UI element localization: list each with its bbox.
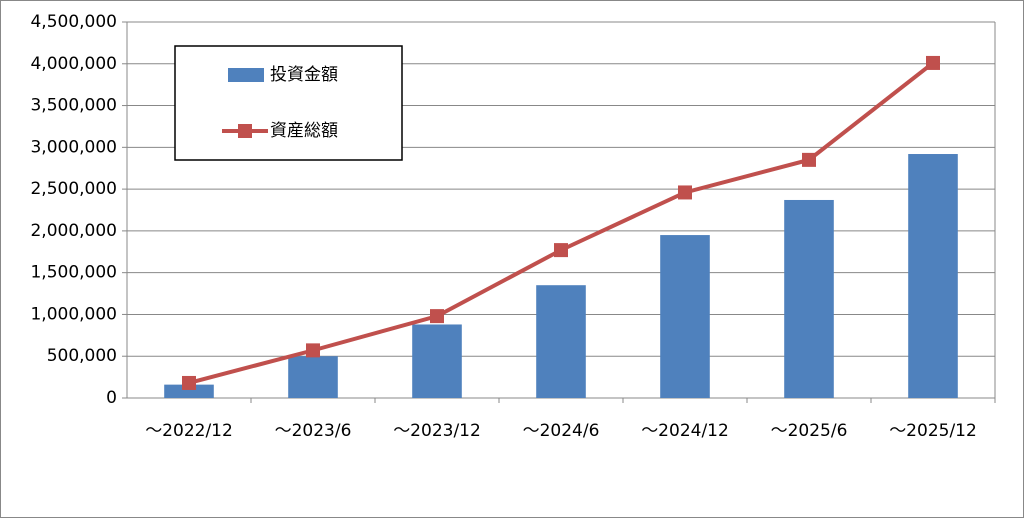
legend-label: 資産総額 [270,121,338,141]
marker [182,375,196,390]
y-tick-label: 4,000,000 [30,54,117,74]
legend-marker [238,124,252,138]
bar [536,285,586,398]
x-tick-label: ～2023/12 [393,421,481,441]
y-tick-label: 4,500,000 [30,12,117,32]
marker [430,309,444,324]
bar [660,235,710,398]
marker [926,55,940,70]
bar [164,384,214,398]
legend-swatch [228,68,264,82]
x-tick-label: ～2024/12 [641,421,729,441]
y-tick-label: 2,500,000 [30,179,117,199]
y-tick-label: 500,000 [47,346,117,366]
legend-box [174,45,403,161]
marker [678,185,692,200]
x-tick-label: ～2025/6 [771,421,848,441]
x-tick-label: ～2023/6 [275,421,352,441]
bar [784,199,834,398]
x-tick-label: ～2024/6 [523,421,600,441]
x-tick-label: ～2022/12 [145,421,233,441]
y-tick-label: 1,000,000 [30,304,117,324]
y-tick-label: 1,500,000 [30,263,117,283]
y-tick-label: 0 [106,388,117,408]
marker [802,152,816,167]
legend-label: 投資金額 [270,65,338,85]
marker [306,343,320,358]
bar [412,324,462,398]
bar [908,154,958,398]
y-tick-label: 3,000,000 [30,137,117,157]
bar [288,356,338,398]
y-tick-label: 2,000,000 [30,221,117,241]
x-tick-label: ～2025/12 [889,421,977,441]
y-tick-label: 3,500,000 [30,96,117,116]
marker [554,243,568,258]
